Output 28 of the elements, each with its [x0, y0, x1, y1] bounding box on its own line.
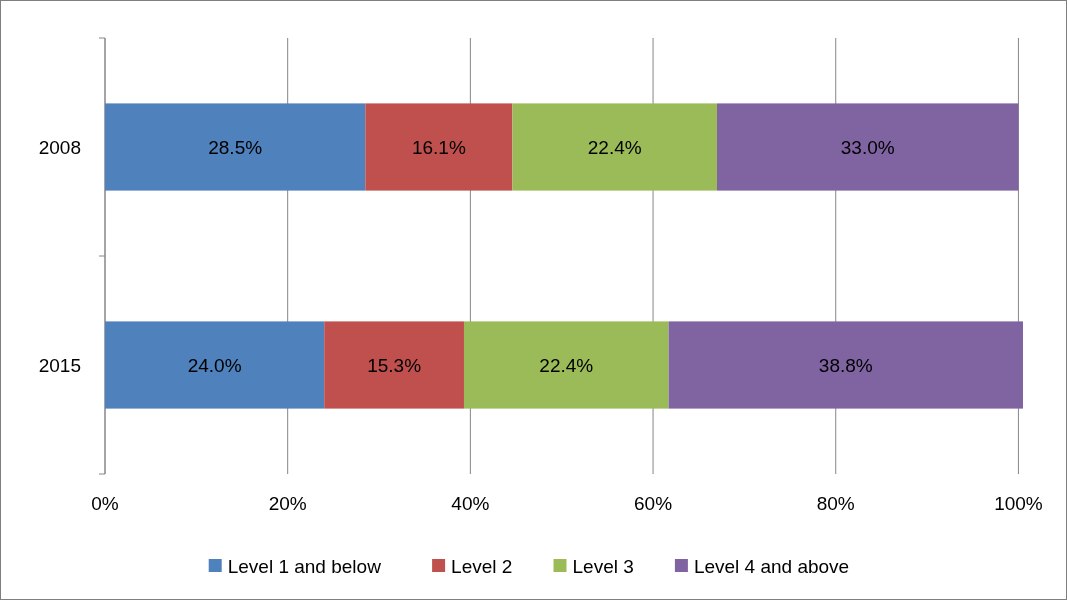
legend-label: Level 4 and above: [693, 555, 850, 577]
legend-label: Level 1 and below: [227, 555, 382, 577]
y-tick-label: 2015: [38, 354, 81, 376]
data-label: 33.0%: [840, 136, 895, 158]
data-label: 22.4%: [587, 136, 642, 158]
data-label: 16.1%: [411, 136, 466, 158]
data-label: 38.8%: [818, 354, 873, 376]
legend-label: Level 3: [572, 555, 634, 577]
x-tick-label: 60%: [634, 493, 673, 514]
x-tick-label: 80%: [816, 493, 855, 514]
bar: [668, 321, 1023, 409]
x-tick-label: 0%: [91, 493, 119, 514]
x-tick-label: 20%: [268, 493, 307, 514]
bar: [717, 103, 1019, 191]
data-label: 22.4%: [539, 354, 594, 376]
bar: [365, 103, 513, 191]
data-label: 28.5%: [208, 136, 263, 158]
bar: [105, 103, 366, 191]
bar: [324, 321, 464, 409]
data-label: 15.3%: [367, 354, 422, 376]
legend-label: Level 2: [451, 555, 513, 577]
bar: [512, 103, 717, 191]
bar: [105, 321, 325, 409]
x-tick-label: 40%: [451, 493, 490, 514]
data-label: 24.0%: [187, 354, 242, 376]
y-tick-label: 2008: [38, 136, 81, 158]
bar: [463, 321, 669, 409]
x-tick-label: 100%: [994, 493, 1043, 514]
